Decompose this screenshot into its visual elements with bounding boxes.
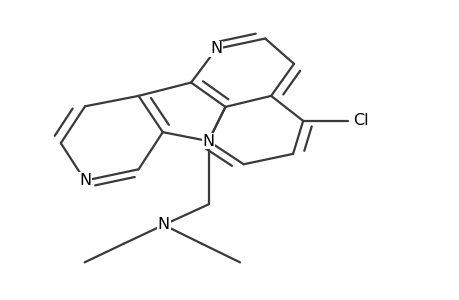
Text: N: N: [210, 41, 222, 56]
Text: N: N: [157, 218, 169, 232]
Text: N: N: [202, 134, 214, 148]
Text: Cl: Cl: [352, 113, 368, 128]
Text: N: N: [79, 173, 91, 188]
